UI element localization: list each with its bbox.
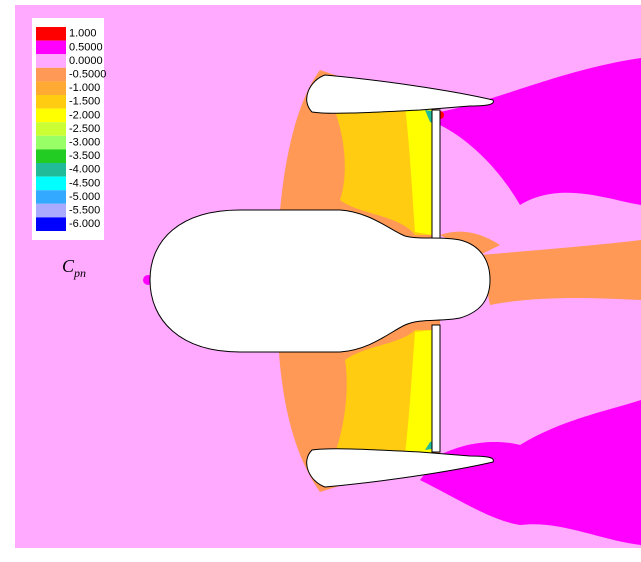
legend-label: -2.500 (69, 123, 100, 135)
legend-swatch (36, 67, 66, 82)
legend: 1.0000.5000 0.0000 -0.5000-1.000 -1.500-2.0… (36, 27, 106, 231)
legend-swatch (36, 163, 66, 177)
legend-swatch (36, 190, 66, 204)
legend-label: -4.000 (69, 164, 100, 176)
legend-label: -2.000 (69, 109, 100, 121)
legend-swatch (36, 122, 66, 136)
strip-bottom (405, 330, 432, 455)
legend-label: -4.500 (69, 177, 100, 189)
legend-label: 1.000 (69, 28, 97, 40)
legend-swatch (36, 40, 66, 55)
legend-swatch (36, 135, 66, 150)
inner-top (320, 80, 432, 235)
wake-bottom (420, 400, 641, 545)
blade-top (306, 74, 494, 114)
legend-swatch (36, 95, 66, 109)
legend-label: -5.500 (69, 205, 100, 217)
hub-body (149, 209, 491, 353)
legend-swatch (36, 54, 66, 68)
legend-label: -6.000 (69, 218, 100, 230)
blade-bottom (306, 448, 494, 488)
legend-label: -1.000 (69, 82, 100, 94)
legend-label: 0.0000 (69, 55, 103, 67)
legend-swatch (36, 217, 66, 231)
legend-label: -5.000 (69, 191, 100, 203)
legend-swatch (36, 108, 66, 123)
legend-label: -1.500 (69, 96, 100, 108)
legend-title: Cpn (62, 256, 86, 280)
legend-swatch (36, 27, 66, 41)
legend-swatch (36, 81, 66, 95)
legend-swatch (36, 176, 66, 191)
strip-top (405, 105, 432, 235)
legend-title-subscript: pn (73, 266, 86, 280)
legend-label: -3.500 (69, 150, 100, 162)
legend-swatch (36, 203, 66, 218)
legend-label: 0.5000 (69, 41, 103, 53)
inner-bottom (320, 330, 432, 485)
wake-hub (480, 240, 641, 305)
legend-label: -0.5000 (69, 69, 106, 81)
wake-top (440, 58, 641, 205)
legend-swatch (36, 149, 66, 163)
legend-title-base: C (62, 256, 75, 276)
legend-label: -3.000 (69, 137, 100, 149)
